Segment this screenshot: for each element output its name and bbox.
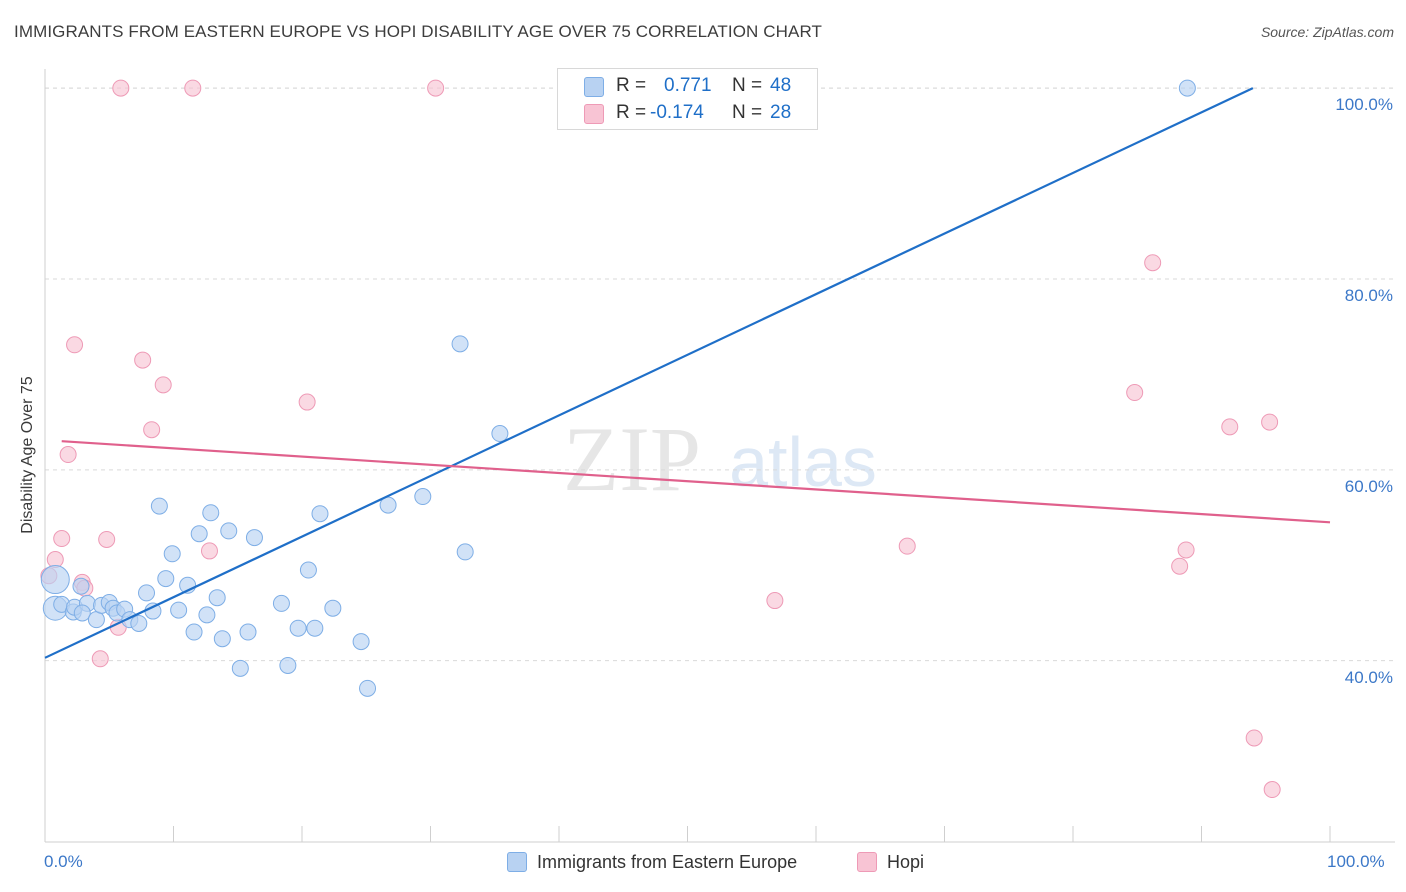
eastern-europe-point [414, 488, 432, 506]
y-tick-label: 80.0% [1344, 285, 1393, 305]
hopi-point [1126, 384, 1144, 402]
eastern-europe-point [359, 679, 377, 697]
eastern-europe-point [239, 623, 257, 641]
eastern-europe-points [40, 79, 1196, 697]
legend-swatch-blue [584, 77, 604, 97]
eastern-europe-point [40, 565, 70, 595]
legend-n-label: N = [732, 102, 763, 123]
hopi-point [98, 530, 116, 548]
legend-label: Hopi [887, 852, 925, 872]
eastern-europe-point [130, 614, 148, 632]
eastern-europe-point [185, 623, 203, 641]
eastern-europe-point [208, 589, 226, 607]
hopi-point [184, 79, 202, 97]
eastern-europe-point [272, 594, 290, 612]
eastern-europe-point [306, 619, 324, 637]
eastern-europe-point [289, 619, 307, 637]
legend-swatch-pink [584, 104, 604, 124]
axes [44, 69, 1395, 843]
legend-r-label: R = [616, 102, 647, 123]
watermark-zip: ZIP [563, 408, 701, 510]
hopi-point [134, 351, 152, 369]
eastern-europe-point [220, 522, 238, 540]
hopi-point [766, 592, 784, 610]
hopi-point [59, 446, 77, 464]
y-tick-label: 40.0% [1344, 667, 1393, 687]
eastern-europe-point [245, 529, 263, 547]
legend-item-hopi: Hopi [857, 852, 924, 873]
legend-r-label: R = [616, 75, 647, 96]
eastern-europe-point [163, 545, 181, 563]
eastern-europe-point [157, 570, 175, 588]
hopi-point [112, 79, 130, 97]
eastern-europe-point [213, 630, 231, 648]
hopi-point [1171, 557, 1189, 575]
eastern-europe-point [352, 633, 370, 651]
hopi-trend-line [61, 440, 1331, 524]
hopi-point [1177, 541, 1195, 559]
grid-lines [45, 87, 1395, 662]
eastern-europe-point [72, 577, 90, 595]
eastern-europe-point [190, 525, 208, 543]
hopi-point [1144, 254, 1162, 272]
eastern-europe-point [451, 335, 469, 353]
hopi-point [1245, 729, 1263, 747]
legend-n-label: N = [732, 75, 763, 96]
hopi-point [91, 650, 109, 668]
watermark: ZIP atlas [563, 408, 877, 510]
y-tick-label: 100.0% [1335, 95, 1393, 115]
eastern-europe-trend-line [44, 87, 1254, 659]
legend-n-value: 28 [770, 102, 792, 123]
hopi-point [66, 336, 84, 354]
hopi-point [898, 537, 916, 555]
eastern-europe-point [231, 659, 249, 677]
x-tick-label-min: 0.0% [44, 852, 83, 871]
eastern-europe-point [299, 561, 317, 579]
legend-r-value: 0.771 [664, 75, 712, 96]
eastern-europe-point [87, 611, 105, 629]
hopi-point [1263, 781, 1281, 799]
legend-swatch-blue [507, 852, 527, 872]
hopi-point [154, 376, 172, 394]
legend-n-value: 48 [770, 75, 792, 96]
y-tick-label: 60.0% [1344, 476, 1393, 496]
y-axis-label: Disability Age Over 75 [19, 376, 36, 534]
eastern-europe-point [456, 543, 474, 561]
hopi-point [1221, 418, 1239, 436]
legend-swatch-pink [857, 852, 877, 872]
eastern-europe-point [324, 599, 342, 617]
eastern-europe-point [170, 601, 188, 619]
legend-r-value: -0.174 [650, 102, 704, 123]
correlation-legend: R = 0.771 N = 48 R = -0.174 N = 28 [557, 68, 818, 130]
chart-title: IMMIGRANTS FROM EASTERN EUROPE VS HOPI D… [14, 22, 822, 41]
source-note: Source: ZipAtlas.com [1260, 24, 1394, 40]
eastern-europe-point [311, 505, 329, 523]
hopi-point [1261, 413, 1279, 431]
hopi-point [200, 542, 218, 560]
eastern-europe-point [150, 497, 168, 515]
hopi-point [143, 421, 161, 439]
eastern-europe-point [279, 656, 297, 674]
eastern-europe-point [202, 504, 220, 522]
legend-item-eastern-europe: Immigrants from Eastern Europe [507, 852, 797, 873]
eastern-europe-point [198, 606, 216, 624]
legend-label: Immigrants from Eastern Europe [537, 852, 798, 872]
x-tick-label-max: 100.0% [1327, 852, 1385, 871]
hopi-point [427, 79, 445, 97]
eastern-europe-point [73, 604, 91, 622]
eastern-europe-point [491, 425, 509, 443]
hopi-point [298, 393, 316, 411]
hopi-point [53, 530, 71, 548]
trend-lines [44, 87, 1331, 659]
eastern-europe-point [1178, 79, 1196, 97]
eastern-europe-point [138, 584, 156, 602]
